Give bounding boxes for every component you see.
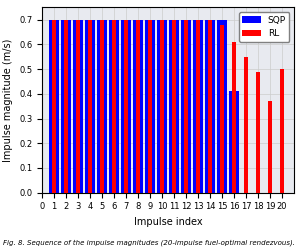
Bar [193, 20, 203, 193]
Bar [196, 20, 200, 193]
Text: Fig. 8. Sequence of the impulse magnitudes (20-impulse fuel-optimal rendezvous).: Fig. 8. Sequence of the impulse magnitud… [3, 239, 295, 246]
Bar [217, 20, 227, 193]
Bar [112, 20, 116, 193]
Bar [76, 20, 80, 193]
Bar [205, 20, 215, 193]
Bar [148, 20, 152, 193]
Bar [52, 20, 56, 193]
Bar [109, 20, 119, 193]
Bar [169, 20, 179, 193]
Bar [160, 20, 164, 193]
Bar [280, 69, 284, 193]
Bar [121, 20, 131, 193]
Bar [124, 20, 128, 193]
Bar [220, 25, 224, 193]
Bar [73, 20, 83, 193]
Bar [61, 20, 71, 193]
Bar [136, 20, 140, 193]
Bar [244, 57, 248, 193]
Bar [100, 20, 104, 193]
Bar [256, 72, 260, 193]
Bar [97, 20, 107, 193]
Bar [64, 20, 68, 193]
Bar [157, 20, 167, 193]
Bar [232, 42, 236, 193]
Bar [145, 20, 155, 193]
Bar [229, 91, 239, 193]
Bar [88, 20, 92, 193]
Bar [208, 20, 212, 193]
Bar [268, 101, 272, 193]
Bar [181, 20, 191, 193]
Legend: SQP, RL: SQP, RL [239, 12, 290, 42]
Bar [49, 20, 59, 193]
Bar [184, 20, 188, 193]
X-axis label: Impulse index: Impulse index [134, 217, 202, 227]
Bar [85, 20, 95, 193]
Y-axis label: Impulse magnitude (m/s): Impulse magnitude (m/s) [4, 38, 14, 162]
Bar [172, 20, 176, 193]
Bar [133, 20, 143, 193]
